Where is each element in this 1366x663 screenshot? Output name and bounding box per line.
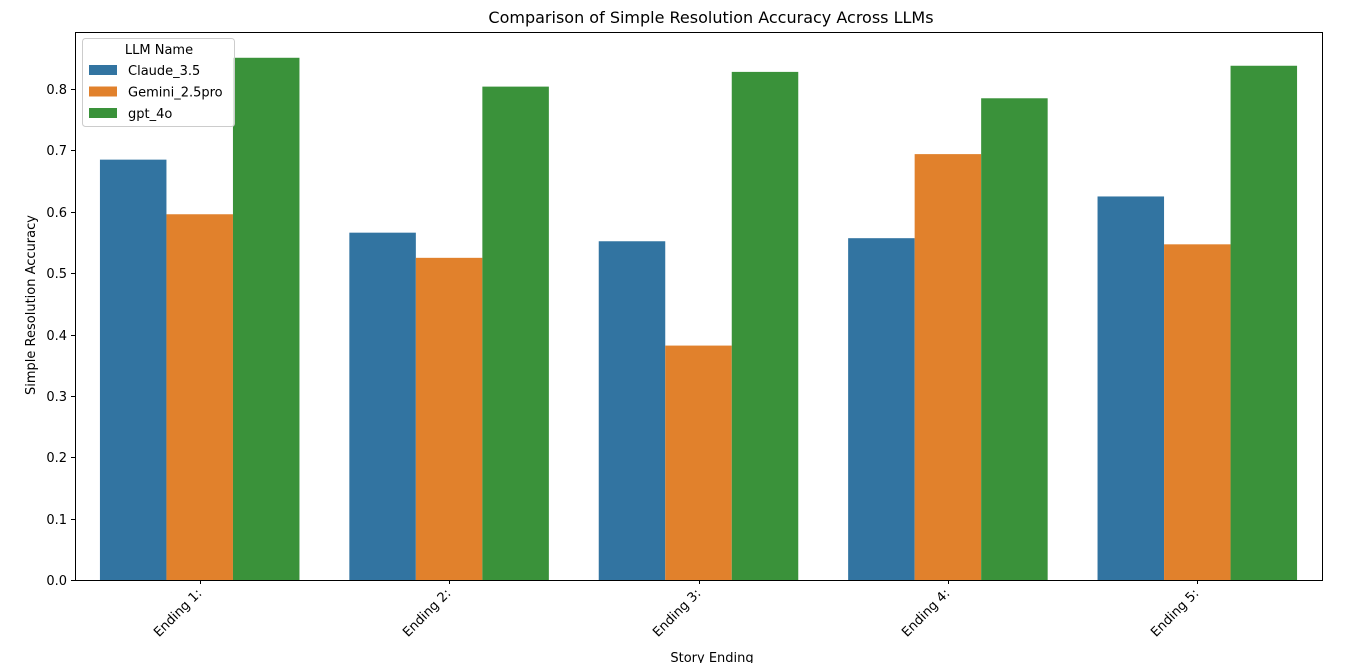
- legend: LLM Name Claude_3.5 Gemini_2.5pro gpt_4o: [82, 38, 235, 127]
- y-axis-label: Simple Resolution Accuracy: [24, 215, 39, 395]
- bar-gemini-2-5pro-4: [914, 154, 982, 580]
- bar-gpt-4o-4: [981, 98, 1048, 580]
- y-tick-label: 0.5: [46, 267, 67, 282]
- legend-swatch: [89, 86, 117, 97]
- bar-gpt-4o-5: [1230, 65, 1298, 580]
- y-tick-label: 0.4: [46, 329, 67, 344]
- legend-title: LLM Name: [125, 43, 193, 58]
- bar-gemini-2-5pro-2: [415, 257, 483, 580]
- y-tick-label: 0.8: [46, 83, 67, 98]
- bar-claude-3-5-5: [1097, 196, 1165, 580]
- bar-gpt-4o-1: [232, 57, 300, 580]
- bar-gemini-2-5pro-1: [166, 214, 233, 580]
- x-tick-label: Ending 1:: [151, 586, 205, 640]
- legend-entry-label: Gemini_2.5pro: [128, 86, 223, 101]
- y-tick-label: 0.1: [46, 513, 67, 528]
- x-tick-label: Ending 5:: [1148, 586, 1202, 640]
- y-tick-label: 0.0: [46, 574, 67, 589]
- y-ticks: 0.0 0.1 0.2 0.3 0.4 0.5 0.6 0.7 0.8: [46, 83, 75, 589]
- legend-box: [82, 38, 235, 127]
- legend-swatch: [89, 65, 117, 75]
- y-tick-label: 0.7: [46, 144, 67, 159]
- bar-claude-3-5-1: [99, 159, 167, 580]
- bar-claude-3-5-2: [349, 232, 416, 580]
- x-tick-label: Ending 4:: [899, 586, 953, 640]
- chart-title: Comparison of Simple Resolution Accuracy…: [488, 8, 933, 27]
- x-tick-label: Ending 3:: [650, 586, 704, 640]
- bar-gemini-2-5pro-3: [665, 345, 732, 580]
- x-tick-label: Ending 2:: [400, 586, 454, 640]
- x-ticks: Ending 1: Ending 2: Ending 3: Ending 4: Endi…: [151, 580, 1202, 640]
- x-axis-label: Story Ending: [670, 651, 753, 663]
- bar-gemini-2-5pro-5: [1164, 244, 1231, 581]
- legend-entry-label: gpt_4o: [128, 107, 172, 122]
- y-tick-label: 0.2: [46, 451, 67, 466]
- y-tick-label: 0.6: [46, 206, 67, 221]
- bar-gpt-4o-3: [731, 71, 799, 581]
- bars-layer: [99, 57, 1298, 581]
- y-tick-label: 0.3: [46, 390, 67, 405]
- bar-gpt-4o-2: [482, 86, 549, 580]
- plot-frame: [75, 32, 1323, 581]
- legend-swatch: [89, 108, 117, 118]
- legend-entry-label: Claude_3.5: [128, 64, 200, 79]
- bar-claude-3-5-4: [848, 238, 915, 580]
- bar-claude-3-5-3: [598, 241, 666, 581]
